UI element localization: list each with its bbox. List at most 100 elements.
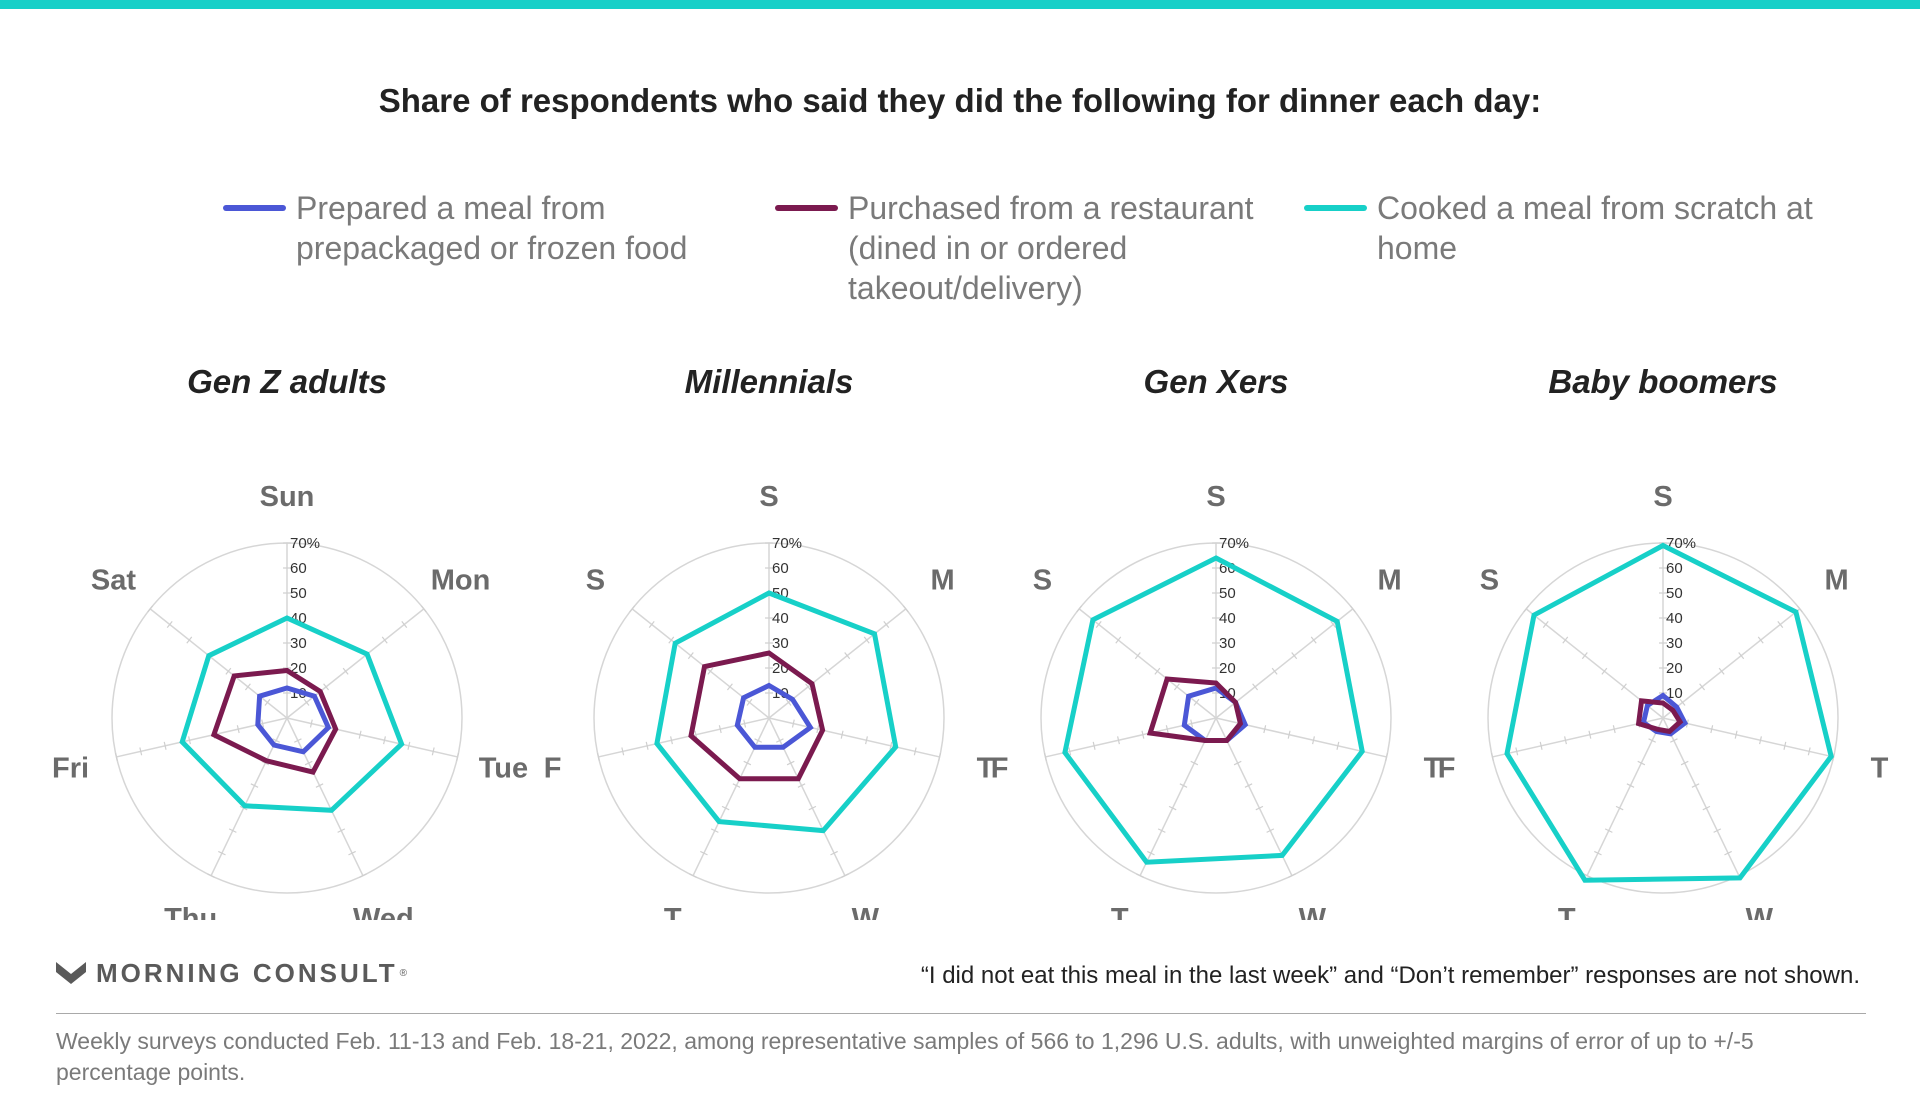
radar-tick-mark xyxy=(865,736,868,745)
day-label: T xyxy=(1558,903,1576,920)
radar-tick-mark xyxy=(207,873,215,878)
radar-spoke xyxy=(286,608,425,719)
radar-tick-mark xyxy=(1193,698,1200,706)
radar-tick-mark xyxy=(1637,760,1646,766)
radar-tick-mark xyxy=(1168,805,1177,811)
radar-tick-mark xyxy=(1157,828,1166,833)
radar-tick-mark xyxy=(1604,828,1613,833)
radar-tick-mark xyxy=(359,873,367,878)
radar-tick-mark xyxy=(1190,760,1199,766)
radar-tick-mark xyxy=(1190,719,1194,728)
series-line-restaurant xyxy=(688,650,826,782)
radar-tick-mark xyxy=(1310,636,1317,644)
radar-tick-mark xyxy=(732,783,741,788)
radar-tick-mark xyxy=(785,698,792,706)
radar-tick-mark xyxy=(710,828,719,833)
radar-tick-mark xyxy=(726,683,733,691)
radar-tick-mark xyxy=(1783,741,1787,750)
radar-tick-mark xyxy=(264,698,271,706)
radar-tick-mark xyxy=(1092,741,1096,750)
radar-tick-mark xyxy=(1757,636,1764,644)
radar-tick-mark xyxy=(1136,873,1144,878)
radar-tick-mark xyxy=(746,698,753,706)
series-line-restaurant xyxy=(1635,698,1684,735)
radar-tick-label: 60 xyxy=(772,560,789,577)
radar-tick-mark xyxy=(1759,736,1762,745)
radar-tick-mark xyxy=(1699,683,1706,691)
radar-tick-mark xyxy=(1562,636,1569,644)
radar-tick-label: 40 xyxy=(772,610,789,627)
radar-tick-label: 70% xyxy=(1219,535,1249,552)
radar-tick-mark xyxy=(420,605,427,613)
radar-tick-mark xyxy=(1620,683,1627,691)
radar-tick-mark xyxy=(1117,736,1120,745)
day-label: T xyxy=(1111,903,1129,920)
radar-tick-mark xyxy=(303,698,310,706)
radar-spoke xyxy=(1139,717,1217,876)
series-line-prepackaged xyxy=(255,685,332,755)
radar-tick-mark xyxy=(938,752,942,761)
radar-tick-mark xyxy=(1679,698,1686,706)
radar-tick-mark xyxy=(775,738,784,743)
radar-tick-mark xyxy=(743,719,747,728)
radar-tick-label: 70% xyxy=(772,535,802,552)
radar-tick-mark xyxy=(1807,747,1811,756)
radar-tick-mark xyxy=(358,730,362,739)
radar-tick-mark xyxy=(841,873,849,878)
radar-tick-label: 50 xyxy=(1666,585,1683,602)
radar-tick-mark xyxy=(700,850,708,856)
panel-title: Baby boomers xyxy=(1548,363,1777,400)
morning-consult-logo-icon xyxy=(56,961,86,984)
series-line-scratch xyxy=(654,590,899,834)
radar-tick-mark xyxy=(407,741,411,750)
day-label: S xyxy=(586,565,605,597)
radar-tick-mark xyxy=(1523,605,1530,613)
radar-tick-mark xyxy=(1255,805,1264,811)
radar-tick-mark xyxy=(1115,636,1122,644)
radar-tick-mark xyxy=(1312,736,1315,745)
radar-tick-mark xyxy=(816,725,820,734)
radar-tick-mark xyxy=(1539,741,1543,750)
radar-tick-label: 50 xyxy=(290,585,307,602)
radar-tick-mark xyxy=(1594,850,1602,856)
day-label: S xyxy=(1206,481,1225,513)
radar-tick-mark xyxy=(1263,725,1267,734)
top-accent-bar xyxy=(0,0,1920,9)
day-label: W xyxy=(852,903,880,920)
radar-tick-label: 70% xyxy=(290,535,320,552)
radar-spoke xyxy=(1215,608,1354,719)
radar-tick-mark xyxy=(1583,873,1591,878)
radar-tick-mark xyxy=(342,667,349,675)
series-line-scratch xyxy=(1062,555,1365,865)
radar-tick-mark xyxy=(1233,760,1242,766)
radar-tick-mark xyxy=(824,667,831,675)
radar-tick-mark xyxy=(228,828,237,833)
radar-tick-mark xyxy=(1777,620,1784,628)
legend-item-scratch: Cooked a meal from scratch at home xyxy=(1304,188,1837,268)
radar-tick-mark xyxy=(1266,828,1275,833)
legend-item-prepackaged: Prepared a meal from prepackaged or froz… xyxy=(223,188,756,268)
radar-tick-label: 30 xyxy=(772,635,789,652)
radar-tick-mark xyxy=(323,683,330,691)
day-label: M xyxy=(1377,565,1401,597)
radar-tick-mark xyxy=(272,738,281,743)
radar-tick-mark xyxy=(863,636,870,644)
radar-tick-mark xyxy=(670,736,673,745)
radar-tick-mark xyxy=(381,636,388,644)
radar-tick-mark xyxy=(1271,667,1278,675)
radar-tick-mark xyxy=(913,747,917,756)
radar-tick-mark xyxy=(218,850,226,856)
panel-title: Gen Z adults xyxy=(187,363,387,400)
brand-logo: MORNING CONSULT ® xyxy=(56,958,407,989)
radar-tick-mark xyxy=(401,620,408,628)
radar-tick-mark xyxy=(1291,652,1298,660)
radar-tick-mark xyxy=(1141,730,1145,739)
radar-spoke xyxy=(1586,717,1664,876)
legend-item-restaurant: Purchased from a restaurant (dined in or… xyxy=(775,188,1308,308)
radar-tick-mark xyxy=(1165,725,1169,734)
radar-spoke xyxy=(768,717,940,758)
radar-tick-mark xyxy=(309,719,313,728)
radar-spoke xyxy=(1662,717,1834,758)
radar-spoke xyxy=(598,717,770,758)
radar-tick-label: 50 xyxy=(1219,585,1236,602)
